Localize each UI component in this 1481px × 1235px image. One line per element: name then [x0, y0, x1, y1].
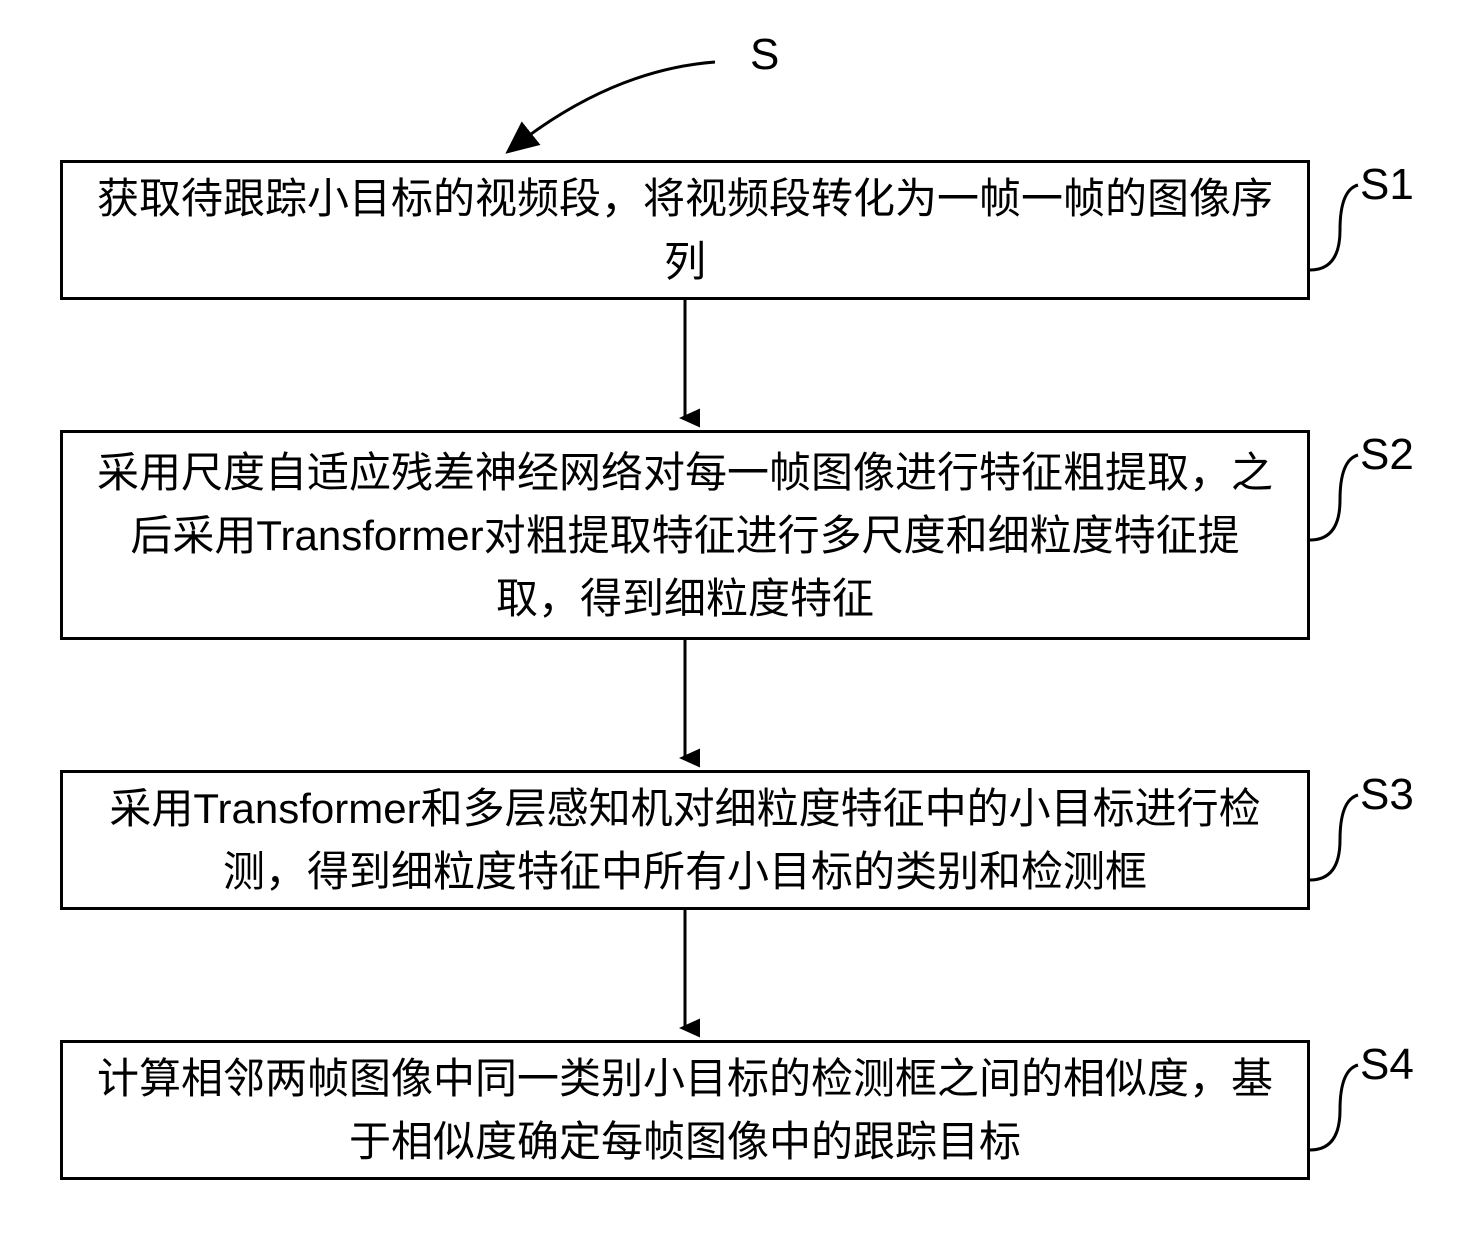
arrow-s3-s4-icon	[670, 910, 700, 1040]
flowchart-node-s2: 采用尺度自适应残差神经网络对每一帧图像进行特征粗提取，之后采用Transform…	[60, 430, 1310, 640]
label-s3: S3	[1360, 770, 1414, 820]
bracket-s1-icon	[1310, 180, 1360, 280]
node-s1-text: 获取待跟踪小目标的视频段，将视频段转化为一帧一帧的图像序列	[93, 167, 1277, 293]
top-s-label: S	[750, 30, 779, 80]
flowchart-node-s4: 计算相邻两帧图像中同一类别小目标的检测框之间的相似度，基于相似度确定每帧图像中的…	[60, 1040, 1310, 1180]
arrow-s2-s3-icon	[670, 640, 700, 770]
label-s2: S2	[1360, 430, 1414, 480]
bracket-s3-icon	[1310, 790, 1360, 890]
flowchart-node-s3: 采用Transformer和多层感知机对细粒度特征中的小目标进行检测，得到细粒度…	[60, 770, 1310, 910]
node-s4-text: 计算相邻两帧图像中同一类别小目标的检测框之间的相似度，基于相似度确定每帧图像中的…	[93, 1047, 1277, 1173]
node-s3-text: 采用Transformer和多层感知机对细粒度特征中的小目标进行检测，得到细粒度…	[93, 777, 1277, 903]
bracket-s4-icon	[1310, 1060, 1360, 1160]
label-s4: S4	[1360, 1040, 1414, 1090]
flowchart-node-s1: 获取待跟踪小目标的视频段，将视频段转化为一帧一帧的图像序列	[60, 160, 1310, 300]
curved-arrow-icon	[460, 50, 740, 165]
arrow-s1-s2-icon	[670, 300, 700, 430]
node-s2-text: 采用尺度自适应残差神经网络对每一帧图像进行特征粗提取，之后采用Transform…	[93, 441, 1277, 630]
label-s1: S1	[1360, 160, 1414, 210]
bracket-s2-icon	[1310, 450, 1360, 550]
